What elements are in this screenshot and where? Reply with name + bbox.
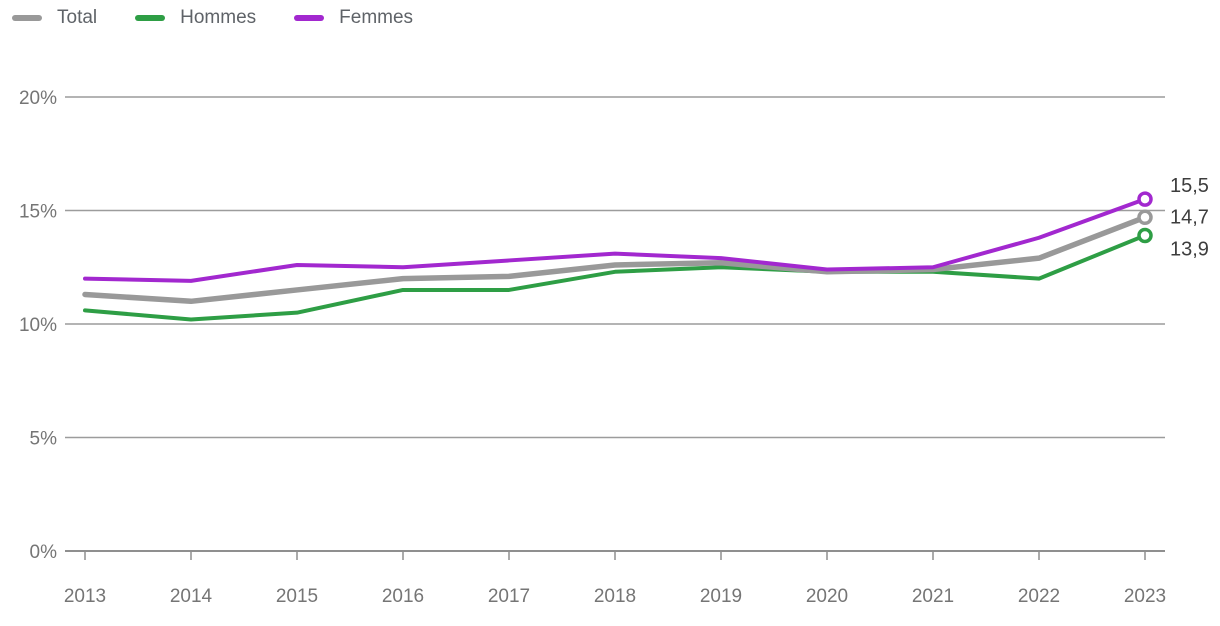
end-marker-hommes	[1137, 227, 1153, 244]
legend-label-femmes: Femmes	[339, 7, 414, 28]
x-axis-label-2021: 2021	[912, 586, 954, 607]
x-axis-label-2015: 2015	[276, 586, 318, 607]
hommes-series-swatch-icon	[135, 14, 166, 21]
legend-item-hommes[interactable]: Hommes	[135, 8, 256, 27]
x-axis-label-2013: 2013	[64, 586, 106, 607]
legend-item-femmes[interactable]: Femmes	[294, 8, 413, 27]
end-value-label-femmes: 15,5	[1170, 175, 1209, 197]
legend-label-hommes: Hommes	[180, 7, 257, 28]
series-line-total	[82, 214, 1148, 305]
end-value-label-total: 14,7	[1170, 206, 1209, 228]
x-axis-label-2022: 2022	[1018, 586, 1060, 607]
x-axis-label-2020: 2020	[806, 586, 848, 607]
total-series-swatch-icon	[12, 14, 42, 21]
y-axis-label-20%: 20%	[19, 88, 57, 109]
x-axis-label-2016: 2016	[382, 586, 424, 607]
x-axis-label-2017: 2017	[488, 586, 530, 607]
y-axis-label-5%: 5%	[30, 429, 58, 450]
legend-item-total[interactable]: Total	[12, 8, 97, 27]
chart-legend: Total Hommes Femmes	[12, 8, 413, 27]
x-axis-label-2018: 2018	[594, 586, 636, 607]
end-marker-femmes	[1137, 191, 1153, 207]
series-line-femmes	[83, 197, 1147, 283]
y-axis-label-0%: 0%	[30, 542, 58, 563]
femmes-series-swatch-icon	[294, 14, 325, 21]
end-marker-total	[1137, 209, 1153, 226]
series-line-hommes	[83, 233, 1147, 322]
x-axis-label-2014: 2014	[170, 586, 213, 607]
end-value-label-hommes: 13,9	[1170, 238, 1209, 260]
y-axis-label-10%: 10%	[19, 315, 57, 336]
y-axis-label-15%: 15%	[19, 202, 57, 223]
x-axis-label-2023: 2023	[1124, 586, 1166, 607]
x-axis-label-2019: 2019	[700, 586, 742, 607]
legend-label-total: Total	[57, 7, 98, 28]
